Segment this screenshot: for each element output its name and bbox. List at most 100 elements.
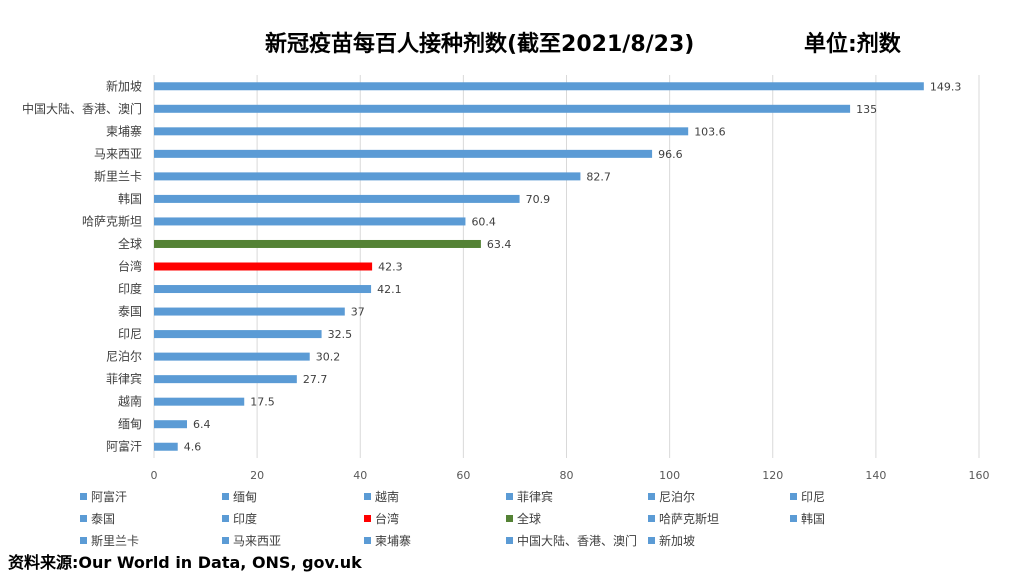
legend-item: 哈萨克斯坦 (648, 510, 719, 527)
category-label: 中国大陆、香港、澳门 (22, 101, 142, 116)
bar (154, 262, 373, 271)
category-label: 缅甸 (118, 417, 142, 431)
legend-item: 韩国 (790, 510, 825, 527)
category-label: 全球 (118, 236, 142, 251)
data-label: 70.9 (526, 193, 551, 206)
bar (154, 149, 653, 158)
category-label: 阿富汗 (106, 439, 142, 454)
category-label: 泰国 (118, 305, 142, 319)
legend-swatch (80, 537, 87, 544)
bar (154, 420, 187, 429)
data-label: 37 (351, 306, 365, 319)
data-label: 60.4 (471, 215, 496, 228)
data-labels: 149.3 135 103.6 96.6 82.7 70.9 60.4 63.4 42.3 42.… (184, 80, 962, 453)
legend-label: 韩国 (801, 512, 826, 526)
legend-item: 印尼 (790, 488, 825, 505)
bar (154, 82, 924, 91)
legend-swatch (648, 493, 655, 500)
legend-item: 中国大陆、香港、澳门 (506, 532, 637, 549)
legend-item: 菲律宾 (506, 488, 553, 505)
bar (154, 330, 322, 339)
legend-swatch (222, 515, 229, 522)
category-label: 台湾 (118, 259, 142, 274)
bar (154, 239, 481, 248)
bar (154, 375, 297, 384)
bar (154, 442, 178, 451)
x-tick-label: 0 (151, 469, 158, 482)
bar (154, 217, 466, 226)
legend-item: 柬埔寨 (364, 532, 411, 549)
legend-item: 马来西亚 (222, 532, 281, 549)
data-label: 82.7 (586, 170, 611, 183)
x-tick-label: 100 (659, 469, 680, 482)
data-label: 27.7 (303, 373, 328, 386)
category-label: 印度 (118, 281, 142, 296)
x-tick-label: 120 (762, 469, 783, 482)
x-tick-label: 80 (560, 469, 574, 482)
legend-swatch (506, 493, 513, 500)
legend-swatch (648, 515, 655, 522)
bar (154, 307, 345, 316)
legend-label: 柬埔寨 (375, 534, 412, 548)
data-label: 103.6 (694, 125, 726, 138)
x-axis-ticks: 0 20 40 60 80 100 120 140 160 (151, 469, 990, 482)
source-note: 资料来源:Our World in Data, ONS, gov.uk (8, 553, 362, 572)
bar (154, 397, 245, 406)
legend-label: 印度 (233, 512, 258, 526)
legend-label: 印尼 (801, 490, 826, 504)
legend-item: 泰国 (80, 510, 115, 527)
chart-unit: 单位:剂数 (804, 32, 901, 57)
legend-swatch (506, 537, 513, 544)
data-label: 6.4 (193, 418, 211, 431)
category-label: 尼泊尔 (106, 349, 142, 364)
data-label: 30.2 (316, 351, 341, 364)
category-labels: 新加坡中国大陆、香港、澳门柬埔寨马来西亚斯里兰卡韩国哈萨克斯坦全球台湾印度泰国印… (22, 78, 142, 453)
x-tick-label: 20 (250, 469, 264, 482)
x-tick-label: 140 (865, 469, 886, 482)
data-label: 4.6 (184, 441, 202, 454)
legend-swatch (506, 515, 513, 522)
category-label: 菲律宾 (106, 371, 142, 386)
legend-label: 马来西亚 (233, 534, 282, 548)
data-label: 96.6 (658, 148, 683, 161)
legend-item: 台湾 (364, 510, 399, 527)
legend-swatch (790, 515, 797, 522)
data-label: 42.3 (378, 261, 403, 274)
bar (154, 104, 851, 113)
legend-label: 全球 (517, 512, 542, 526)
data-label: 32.5 (328, 328, 353, 341)
bar (154, 285, 372, 294)
bar (154, 172, 581, 181)
data-label: 17.5 (250, 396, 275, 409)
legend-label: 阿富汗 (91, 490, 128, 504)
legend-label: 台湾 (375, 512, 400, 526)
bar (154, 194, 520, 203)
legend-label: 哈萨克斯坦 (659, 512, 720, 526)
legend-label: 中国大陆、香港、澳门 (517, 534, 638, 548)
bars (154, 82, 924, 451)
category-label: 马来西亚 (94, 147, 142, 161)
legend-item: 尼泊尔 (648, 488, 695, 505)
legend-label: 菲律宾 (517, 490, 554, 504)
legend-label: 斯里兰卡 (91, 534, 140, 548)
data-label: 149.3 (930, 80, 962, 93)
x-tick-label: 160 (969, 469, 990, 482)
legend-label: 泰国 (91, 512, 116, 526)
category-label: 韩国 (118, 191, 142, 206)
legend-item: 斯里兰卡 (80, 532, 139, 549)
category-label: 哈萨克斯坦 (82, 214, 142, 228)
category-label: 斯里兰卡 (94, 169, 142, 183)
legend-label: 缅甸 (233, 490, 258, 504)
legend-swatch (364, 537, 371, 544)
legend-item: 新加坡 (648, 532, 695, 549)
bar-chart: 新加坡中国大陆、香港、澳门柬埔寨马来西亚斯里兰卡韩国哈萨克斯坦全球台湾印度泰国印… (22, 75, 990, 482)
data-label: 42.1 (377, 283, 402, 296)
x-tick-label: 40 (353, 469, 367, 482)
category-label: 新加坡 (106, 78, 142, 93)
category-label: 越南 (118, 394, 142, 409)
legend-swatch (364, 515, 371, 522)
legend-swatch (222, 537, 229, 544)
legend-swatch (80, 515, 87, 522)
legend-item: 缅甸 (222, 488, 257, 505)
legend-swatch (80, 493, 87, 500)
